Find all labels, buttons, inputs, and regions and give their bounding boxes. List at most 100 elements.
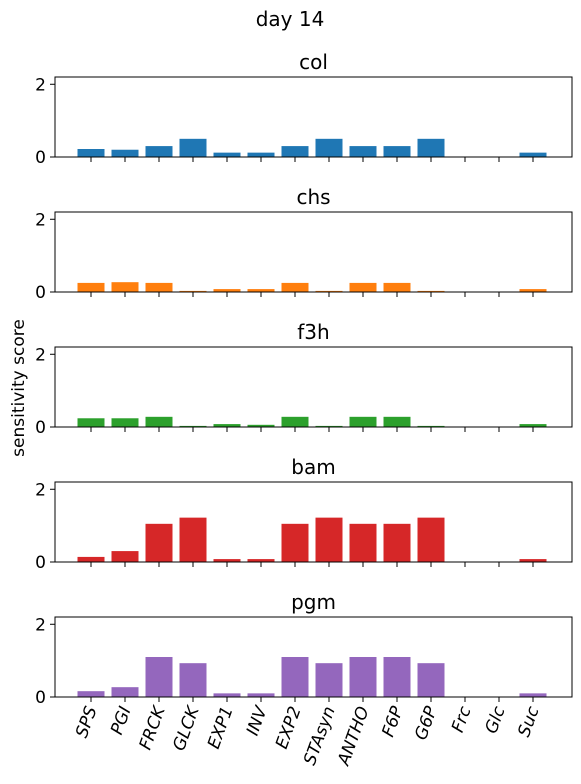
bar-col-GLCK: [179, 138, 207, 157]
bar-chs-PGI: [111, 282, 139, 292]
x-tick-label: INV: [243, 703, 272, 739]
x-tick-label: EXP1: [204, 704, 238, 752]
y-tick-label: 2: [35, 210, 46, 230]
bar-f3h-PGI: [111, 418, 139, 427]
y-tick-label: 2: [35, 480, 46, 500]
x-tick-label: Glc: [482, 703, 510, 736]
bar-bam-EXP2: [281, 523, 309, 562]
x-tick-label: PGI: [107, 704, 136, 738]
bar-f3h-STAsyn: [315, 425, 343, 427]
bar-col-Suc: [519, 152, 547, 157]
bar-chs-FRCK: [145, 282, 173, 292]
bar-pgm-F6P: [383, 657, 411, 697]
bar-pgm-FRCK: [145, 657, 173, 697]
bar-col-F6P: [383, 146, 411, 157]
bar-bam-STAsyn: [315, 517, 343, 562]
bar-pgm-SPS: [77, 691, 105, 697]
y-tick-label: 2: [35, 75, 46, 95]
plot-frame: [54, 481, 573, 563]
x-tick-label: STAsyn: [300, 704, 340, 768]
panel-f3h: f3h 0 2: [35, 320, 573, 438]
bar-col-EXP1: [213, 152, 241, 157]
bar-pgm-GLCK: [179, 663, 207, 697]
x-tick-label: G6P: [411, 703, 442, 743]
bar-f3h-EXP2: [281, 416, 309, 427]
y-tick-label: 0: [35, 688, 46, 708]
bar-col-STAsyn: [315, 138, 343, 157]
bar-f3h-G6P: [417, 425, 445, 427]
bar-pgm-PGI: [111, 687, 139, 697]
bar-bam-F6P: [383, 523, 411, 562]
bar-chs-F6P: [383, 282, 411, 292]
x-tick-label: FRCK: [136, 702, 171, 752]
x-tick-label: GLCK: [169, 702, 204, 753]
bar-f3h-EXP1: [213, 424, 241, 427]
bar-f3h-SPS: [77, 418, 105, 427]
x-tick-label: EXP2: [272, 704, 306, 752]
bar-chs-INV: [247, 289, 275, 292]
x-tick-label: SPS: [72, 704, 102, 741]
y-tick-label: 0: [35, 553, 46, 573]
bar-f3h-F6P: [383, 416, 411, 427]
bar-col-INV: [247, 152, 275, 157]
bar-chs-Suc: [519, 289, 547, 292]
bar-pgm-STAsyn: [315, 663, 343, 697]
x-tick-label: Suc: [514, 703, 544, 740]
bar-pgm-INV: [247, 693, 275, 697]
y-tick-label: 0: [35, 148, 46, 168]
panel-title: pgm: [291, 590, 336, 614]
bar-col-PGI: [111, 149, 139, 157]
x-tick-label: F6P: [378, 703, 408, 740]
x-tick-label: Frc: [448, 703, 476, 735]
bar-col-ANTHO: [349, 146, 377, 157]
bar-bam-G6P: [417, 517, 445, 562]
x-tick-label: ANTHO: [334, 704, 374, 769]
bar-bam-EXP1: [213, 559, 241, 562]
y-tick-label: 0: [35, 418, 46, 438]
y-tick-label: 0: [35, 283, 46, 303]
bar-f3h-GLCK: [179, 425, 207, 427]
panel-bam: bam 0 2: [35, 455, 573, 573]
bar-pgm-ANTHO: [349, 657, 377, 697]
bar-f3h-FRCK: [145, 416, 173, 427]
plot-frame: [54, 616, 573, 698]
bar-pgm-EXP1: [213, 693, 241, 697]
bar-f3h-INV: [247, 424, 275, 427]
bar-bam-Suc: [519, 559, 547, 562]
panel-pgm: pgm 0 2 SPS PGI FRCK GLCK EXP1 INV EXP2STAsynANTH…: [35, 590, 573, 769]
plot-frame: [54, 346, 573, 428]
bar-bam-PGI: [111, 551, 139, 562]
chart-suptitle: day 14: [256, 7, 325, 31]
bar-bam-GLCK: [179, 517, 207, 562]
plot-frame: [54, 211, 573, 293]
bar-chs-EXP2: [281, 282, 309, 292]
bar-chs-GLCK: [179, 290, 207, 292]
bar-col-SPS: [77, 149, 105, 157]
y-tick-label: 2: [35, 615, 46, 635]
bar-col-FRCK: [145, 146, 173, 157]
panel-chs: chs 0 2: [35, 185, 573, 303]
bar-bam-ANTHO: [349, 523, 377, 562]
bar-f3h-ANTHO: [349, 416, 377, 427]
plot-frame: [54, 76, 573, 158]
bar-col-EXP2: [281, 146, 309, 157]
bar-pgm-EXP2: [281, 657, 309, 697]
panel-col: col 0 2: [35, 50, 573, 168]
y-tick-label: 2: [35, 345, 46, 365]
bar-pgm-Suc: [519, 693, 547, 697]
bar-chs-G6P: [417, 290, 445, 292]
bar-chs-SPS: [77, 282, 105, 292]
y-axis-label: sensitivity score: [9, 319, 29, 457]
bar-chs-ANTHO: [349, 282, 377, 292]
panel-title: bam: [291, 455, 335, 479]
bar-pgm-G6P: [417, 663, 445, 697]
panel-title: chs: [296, 185, 330, 209]
bar-bam-FRCK: [145, 523, 173, 562]
bar-chs-STAsyn: [315, 290, 343, 292]
panel-title: f3h: [297, 320, 329, 344]
bar-bam-SPS: [77, 556, 105, 562]
bar-col-G6P: [417, 138, 445, 157]
panel-title: col: [299, 50, 328, 74]
